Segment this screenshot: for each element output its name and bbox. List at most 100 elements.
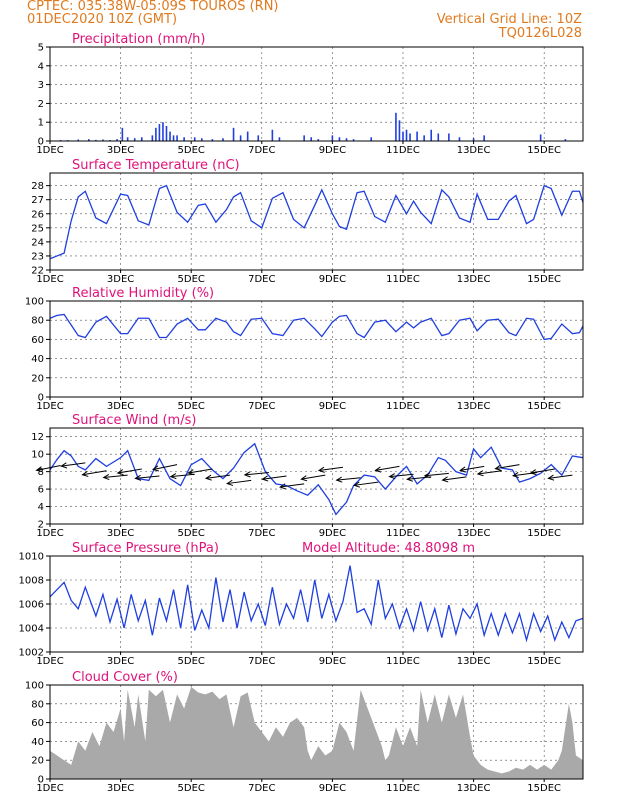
rh-ytick-label: 0 bbox=[38, 393, 44, 404]
temp-xtick-label: 13DEC bbox=[457, 274, 491, 285]
precip-xtick-label: 15DEC bbox=[527, 145, 561, 156]
cloud-ytick-label: 60 bbox=[31, 718, 44, 729]
wind-arrow-head bbox=[459, 466, 467, 473]
precip-bar bbox=[140, 137, 143, 141]
precip-bar bbox=[232, 127, 235, 141]
wind-arrow-shaft bbox=[280, 483, 305, 488]
rh-xtick-label: 1DEC bbox=[36, 401, 63, 412]
wind-xtick-label: 1DEC bbox=[36, 528, 63, 539]
cloud-xtick-label: 3DEC bbox=[107, 783, 134, 794]
wind-xtick-label: 13DEC bbox=[457, 528, 491, 539]
wind-arrow-head bbox=[353, 481, 361, 488]
temp-xtick-label: 7DEC bbox=[248, 274, 275, 285]
pressure-ytick-label: 1004 bbox=[19, 624, 44, 635]
wind-arrow-shaft bbox=[188, 468, 213, 474]
wind-arrow-shaft bbox=[117, 468, 142, 474]
precip-bar bbox=[200, 138, 203, 141]
wind-arrow-head bbox=[547, 474, 555, 481]
rh-ytick-label: 80 bbox=[31, 316, 44, 327]
wind-arrow-shaft bbox=[135, 475, 160, 479]
wind-arrow-shaft bbox=[548, 474, 573, 479]
precip-bar bbox=[77, 139, 80, 141]
wind-arrow-head bbox=[476, 470, 484, 477]
wind-arrow-shaft bbox=[152, 464, 178, 470]
rh-title: Relative Humidity (%) bbox=[72, 286, 214, 301]
pressure-title: Surface Pressure (hPa) bbox=[72, 541, 219, 556]
cloud-area bbox=[50, 686, 583, 779]
precip-xtick-label: 7DEC bbox=[248, 145, 275, 156]
rh-xtick-label: 7DEC bbox=[248, 401, 275, 412]
temp-ytick-label: 23 bbox=[31, 251, 44, 262]
precip-bar bbox=[257, 135, 260, 141]
precip-bar bbox=[88, 139, 90, 141]
cloud-ytick-label: 100 bbox=[25, 681, 44, 692]
wind-arrow-head bbox=[317, 466, 325, 473]
header-model-code: TQ0126L028 bbox=[498, 26, 582, 41]
rh-xtick-label: 3DEC bbox=[107, 401, 134, 412]
precip-bar bbox=[155, 127, 157, 141]
wind-arrow-head bbox=[151, 465, 160, 472]
wind-arrow-head bbox=[511, 471, 519, 479]
precip-bar bbox=[317, 139, 320, 141]
wind-arrow-shaft bbox=[36, 465, 61, 471]
wind-arrow-head bbox=[279, 483, 287, 490]
temp-ytick-label: 28 bbox=[31, 181, 44, 192]
precip-bar bbox=[352, 139, 355, 141]
temp-title: Surface Temperature (nC) bbox=[72, 158, 240, 173]
wind-arrow-shaft bbox=[477, 470, 502, 475]
pressure-ytick-label: 1010 bbox=[19, 552, 44, 563]
wind-arrow-shaft bbox=[244, 472, 269, 476]
precip-ytick-label: 2 bbox=[38, 99, 44, 110]
precip-title: Precipitation (mm/h) bbox=[72, 32, 205, 47]
precip-bar bbox=[331, 135, 334, 141]
temp-ytick-label: 25 bbox=[31, 223, 44, 234]
precip-bar bbox=[176, 135, 178, 141]
precip-bar bbox=[121, 127, 124, 141]
rh-ytick-label: 40 bbox=[31, 354, 44, 365]
rh-xtick-label: 11DEC bbox=[386, 401, 420, 412]
wind-ytick-label: 4 bbox=[38, 502, 44, 513]
rh-series-line bbox=[49, 313, 584, 341]
precip-ytick-label: 0 bbox=[38, 137, 44, 148]
pressure-xtick-label: 9DEC bbox=[319, 656, 346, 667]
pressure-ytick-label: 1008 bbox=[19, 576, 44, 587]
wind-arrow-shaft bbox=[424, 472, 449, 477]
temp-xtick-label: 9DEC bbox=[319, 274, 346, 285]
pressure-xtick-label: 15DEC bbox=[527, 656, 561, 667]
wind-arrow-head bbox=[187, 469, 195, 476]
header-init-time: 01DEC2020 10Z (GMT) bbox=[27, 12, 178, 27]
cloud-ytick-label: 20 bbox=[31, 756, 44, 767]
precip-bar bbox=[338, 137, 341, 141]
wind-arrow-head bbox=[335, 476, 343, 483]
rh-ytick-label: 60 bbox=[31, 335, 44, 346]
precip-xtick-label: 1DEC bbox=[36, 145, 63, 156]
pressure-xtick-label: 11DEC bbox=[386, 656, 420, 667]
precip-xtick-label: 9DEC bbox=[319, 145, 346, 156]
cloud-ytick-label: 40 bbox=[31, 737, 44, 748]
wind-arrow-shaft bbox=[205, 474, 231, 479]
wind-ytick-label: 10 bbox=[31, 450, 44, 461]
temp-series-line bbox=[49, 184, 584, 260]
wind-xtick-label: 3DEC bbox=[107, 528, 134, 539]
wind-arrow-head bbox=[423, 472, 431, 479]
precip-bar bbox=[162, 122, 164, 141]
pressure-xtick-label: 13DEC bbox=[457, 656, 491, 667]
precip-ytick-label: 4 bbox=[38, 61, 44, 72]
cloud-xtick-label: 5DEC bbox=[178, 783, 205, 794]
pressure-xtick-label: 5DEC bbox=[178, 656, 205, 667]
wind-arrow-shaft bbox=[495, 464, 520, 470]
temp-xtick-label: 3DEC bbox=[107, 274, 134, 285]
precip-xtick-label: 5DEC bbox=[178, 145, 205, 156]
precip-bar bbox=[222, 138, 224, 141]
precip-frame bbox=[49, 46, 584, 142]
wind-xtick-label: 7DEC bbox=[248, 528, 275, 539]
pressure-ytick-label: 1006 bbox=[19, 600, 44, 611]
wind-arrow-head bbox=[204, 474, 212, 481]
precip-bar bbox=[416, 131, 418, 141]
temp-frame bbox=[49, 172, 584, 271]
precip-bar bbox=[398, 120, 401, 141]
wind-arrow-head bbox=[406, 475, 414, 482]
cloud-xtick-label: 15DEC bbox=[527, 783, 561, 794]
header-location: CPTEC: 035:38W-05:09S TOUROS (RN) bbox=[27, 0, 279, 14]
wind-arrow-head bbox=[102, 473, 110, 481]
